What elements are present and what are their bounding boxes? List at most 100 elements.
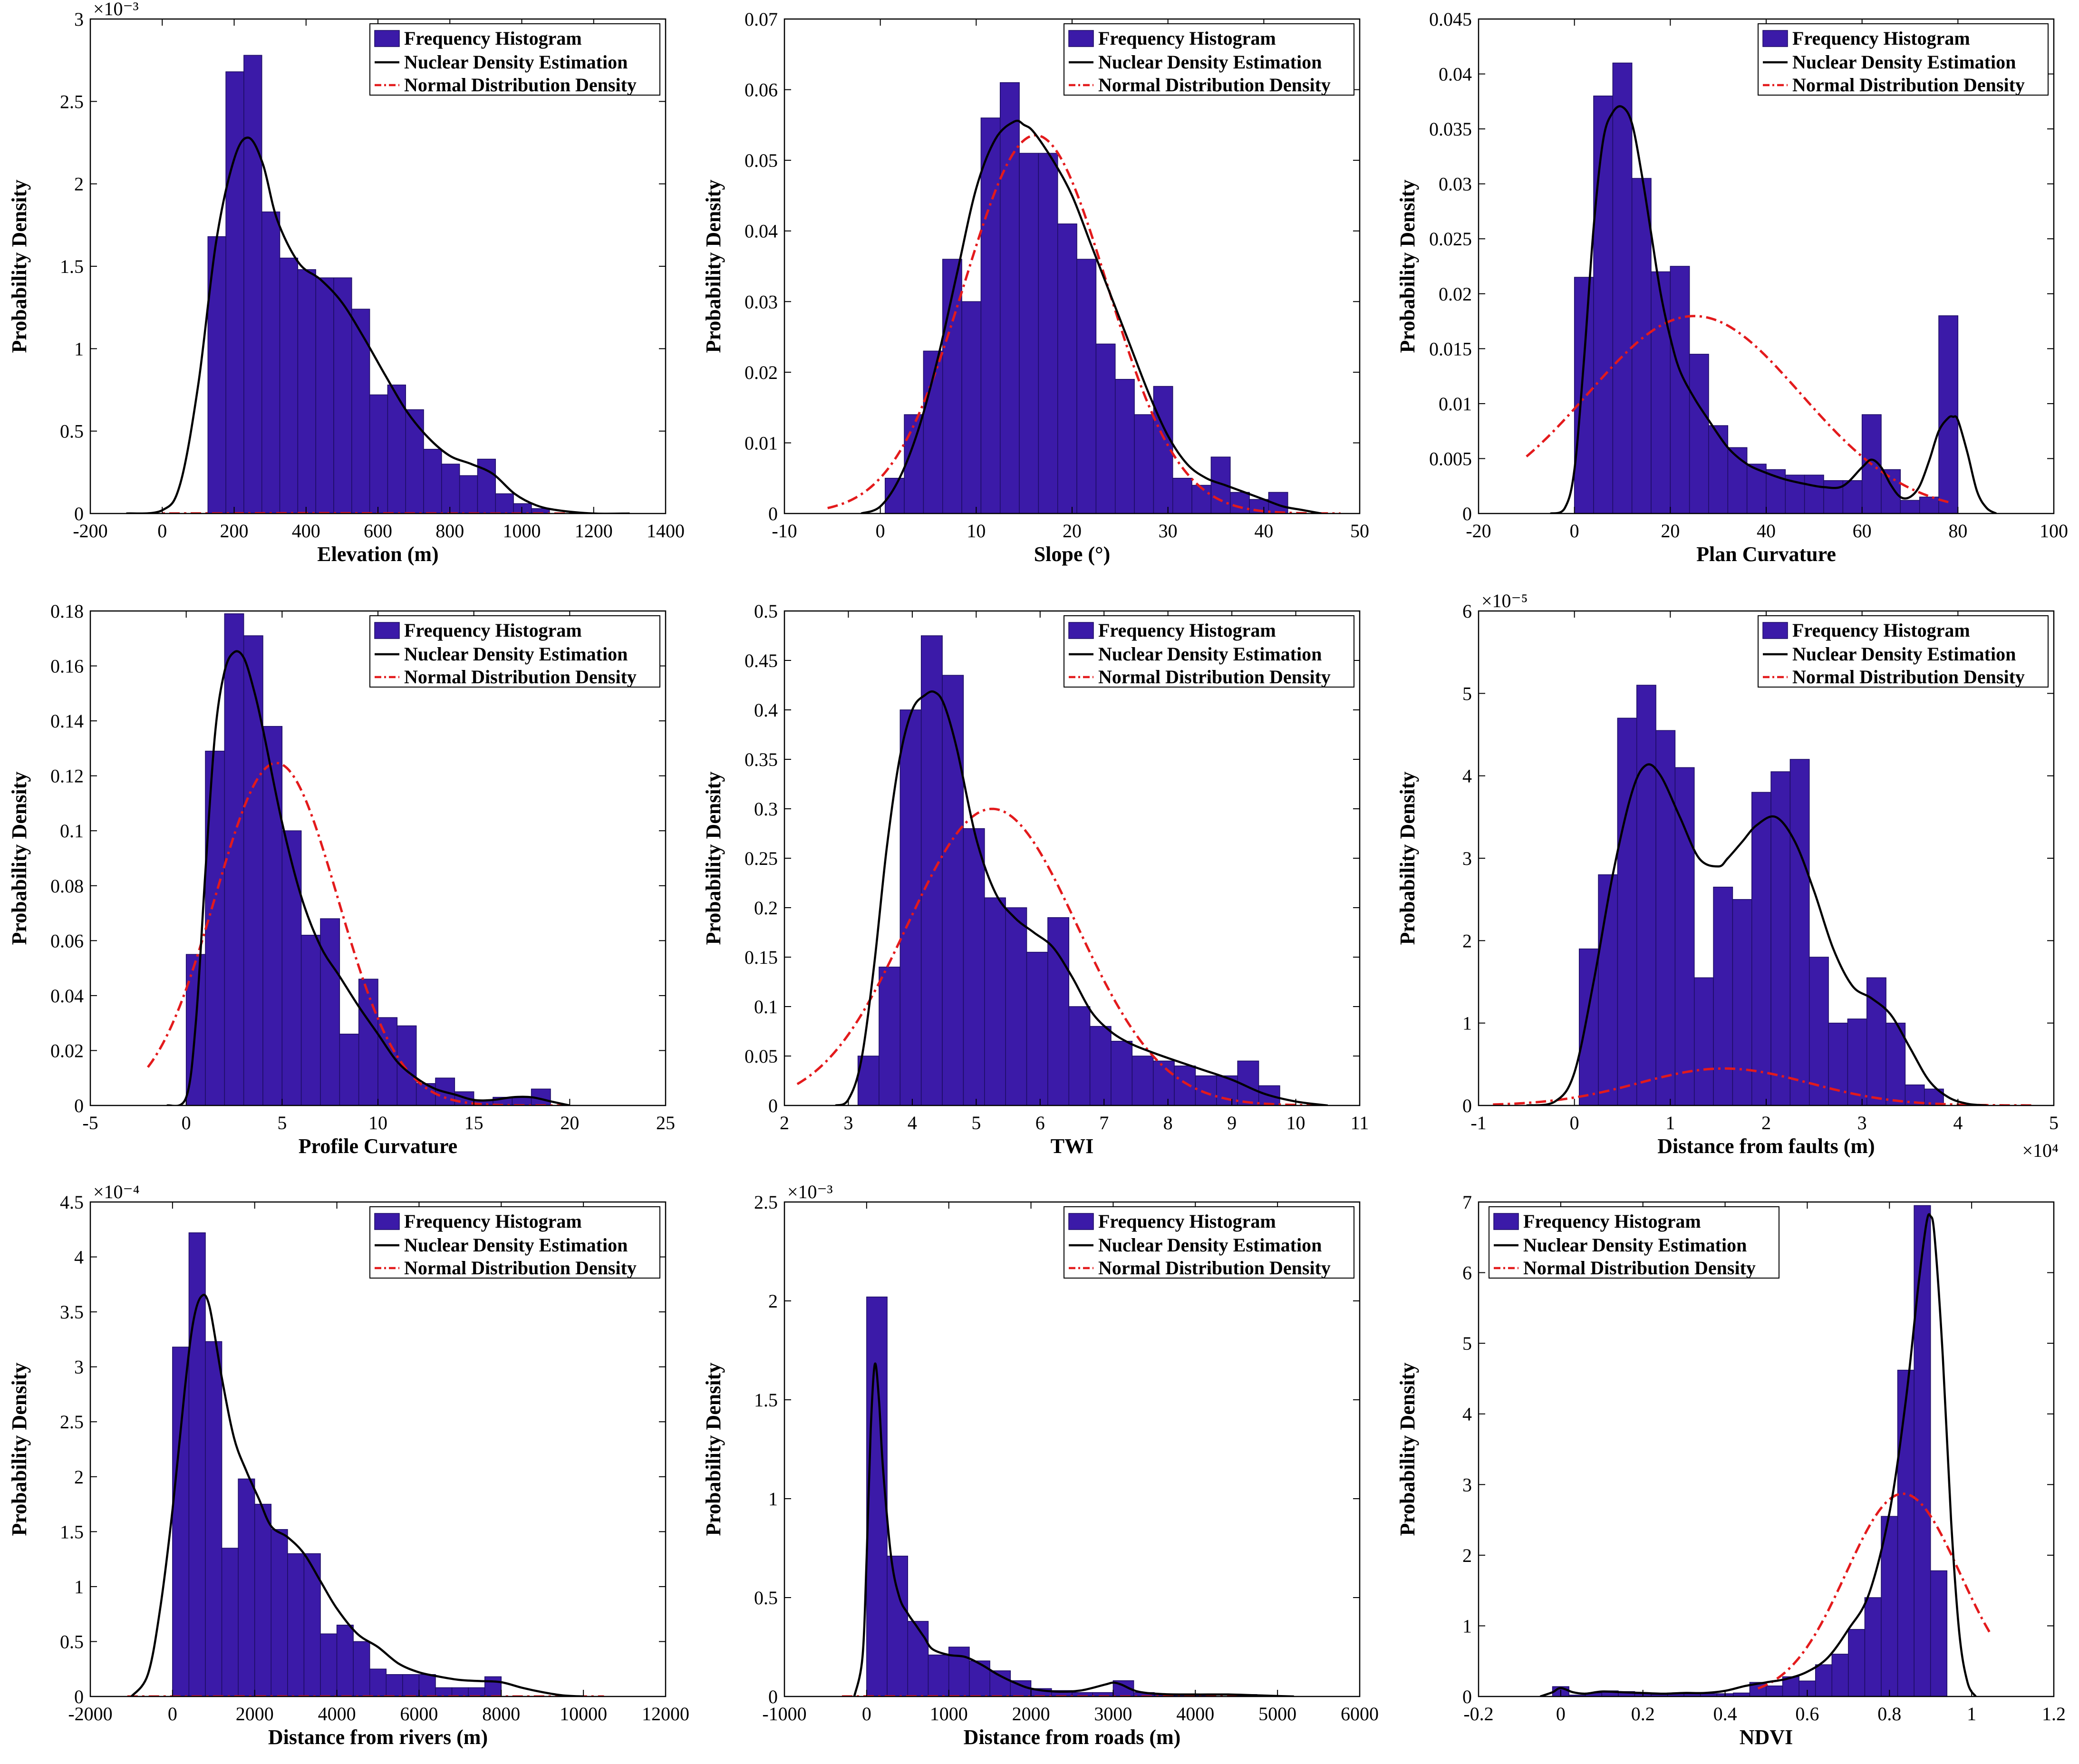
- histogram-bar: [928, 1654, 949, 1696]
- legend-box: [1758, 615, 2049, 688]
- y-axis-label: Probability Density: [8, 180, 31, 353]
- y-tick-label: 0.02: [1439, 283, 1472, 305]
- histogram-bar: [1732, 899, 1752, 1105]
- histogram-bar: [1131, 1056, 1154, 1105]
- x-tick-label: 15: [464, 1112, 483, 1134]
- x-tick-label: 80: [1948, 520, 1967, 542]
- y-tick-label: 0.04: [1439, 64, 1472, 85]
- x-tick-label: 60: [1853, 520, 1872, 542]
- histogram-bar: [1026, 951, 1048, 1105]
- y-tick-label: 0.03: [1439, 174, 1472, 195]
- histogram-bar: [287, 1553, 305, 1696]
- x-tick-label: 2: [1761, 1112, 1771, 1134]
- legend-hist-swatch: [1493, 1213, 1519, 1230]
- x-axis-label: Distance from rivers (m): [268, 1725, 488, 1749]
- histogram-bar: [315, 277, 334, 514]
- histogram-bar: [1831, 1654, 1849, 1696]
- legend-box: [1064, 1206, 1354, 1279]
- x-axis-label: Distance from roads (m): [964, 1725, 1181, 1749]
- histogram-bar: [320, 1633, 338, 1696]
- legend-box: [1064, 23, 1354, 96]
- histogram-bar: [279, 257, 299, 514]
- histogram-bar: [369, 394, 388, 514]
- plot-content: [127, 1232, 604, 1696]
- chart-panel-8: -1000 0 1000 2000 3000 4000 5000 600000.511.522…: [702, 1181, 1379, 1749]
- y-tick-label: 5: [1462, 683, 1472, 704]
- y-axis-label: Probability Density: [1396, 180, 1419, 353]
- histogram-bar: [1095, 343, 1116, 514]
- legend-hist-label: Frequency Histogram: [1523, 1211, 1701, 1232]
- y-tick-label: 0.45: [745, 650, 778, 671]
- legend-normal-label: Normal Distribution Density: [1523, 1257, 1756, 1279]
- histogram-bar: [1068, 1006, 1091, 1105]
- x-tick-label: 30: [1159, 520, 1178, 542]
- histogram-bar: [418, 1674, 436, 1696]
- histogram-bar: [300, 935, 321, 1105]
- x-tick-label: -0.2: [1463, 1703, 1493, 1725]
- normal-density-line: [1526, 315, 1949, 504]
- histogram-bar: [885, 477, 905, 514]
- histogram-bar: [353, 1641, 370, 1696]
- legend-hist-label: Frequency Histogram: [404, 1211, 582, 1232]
- histogram-bar: [468, 1687, 485, 1696]
- histogram-bar: [1919, 496, 1939, 514]
- kde-line: [130, 1294, 584, 1696]
- y-tick-label: 1.5: [60, 256, 84, 277]
- y-tick-label: 0: [768, 1686, 778, 1707]
- y-tick-label: 0.3: [754, 798, 778, 820]
- histogram-bar: [920, 635, 943, 1105]
- x-tick-label: 20: [560, 1112, 579, 1134]
- y-tick-label: 2.5: [60, 1411, 84, 1433]
- histogram-bar: [243, 635, 263, 1105]
- chart-panel-3: -20 0 20 40 60 80 10000.0050.010.0150.020.0250…: [1396, 9, 2068, 566]
- histogram-bar: [1766, 1685, 1783, 1696]
- y-tick-label: 0: [74, 1686, 84, 1707]
- y-tick-label: 2: [768, 1290, 778, 1312]
- y-tick-label: 6: [1462, 601, 1472, 622]
- y-tick-label: 1: [768, 1488, 778, 1510]
- kde-line: [861, 119, 1322, 514]
- histogram-bar: [907, 1621, 929, 1696]
- x-tick-label: 0: [1570, 1112, 1579, 1134]
- y-tick-label: 0: [1462, 503, 1472, 524]
- x-tick-label: -1000: [762, 1703, 806, 1725]
- y-tick-label: 2: [74, 1466, 84, 1488]
- x-tick-label: -1: [1470, 1112, 1486, 1134]
- legend-hist-label: Frequency Histogram: [1098, 620, 1276, 641]
- histogram-bar: [1651, 271, 1671, 514]
- x-tick-label: 10: [967, 520, 986, 542]
- histogram-bar: [1881, 469, 1901, 514]
- histogram-bar: [984, 897, 1006, 1105]
- histogram-bar: [435, 1687, 453, 1696]
- normal-density-line: [1757, 1493, 1992, 1690]
- x-tick-label: 1000: [503, 520, 541, 542]
- x-tick-label: -2000: [68, 1703, 112, 1725]
- histogram-bar: [205, 750, 225, 1105]
- x-tick-label: 0: [862, 1703, 871, 1725]
- legend-hist-label: Frequency Histogram: [1792, 28, 1970, 49]
- y-tick-label: 2: [1462, 930, 1472, 951]
- histogram-bar: [1727, 447, 1748, 514]
- legend-normal-label: Normal Distribution Density: [404, 1257, 637, 1279]
- y-axis-label: Probability Density: [702, 772, 725, 945]
- legend-kde-label: Nuclear Density Estimation: [1523, 1234, 1747, 1256]
- legend-box: [369, 1206, 660, 1279]
- y-tick-label: 0.15: [745, 947, 778, 968]
- histogram-bar: [1823, 480, 1844, 514]
- y-tick-label: 2.5: [60, 91, 84, 112]
- histogram-bar: [1076, 259, 1097, 514]
- y-axis-multiplier: ×10⁻⁴: [93, 1181, 140, 1202]
- chart-panel-1: -200 0 200 400 600 800 1000 1200 140000.511.522.…: [8, 0, 685, 566]
- axes-frame: [89, 1201, 667, 1697]
- plot-content: [827, 82, 1341, 514]
- y-tick-label: 0.07: [745, 9, 778, 30]
- x-axis-label: Elevation (m): [317, 543, 438, 566]
- y-tick-label: 0.03: [745, 291, 778, 312]
- histogram-bar: [441, 464, 460, 514]
- x-tick-label: 9: [1227, 1112, 1237, 1134]
- legend-hist-label: Frequency Histogram: [1098, 28, 1276, 49]
- x-axis-multiplier: ×10⁴: [2022, 1140, 2059, 1161]
- y-axis-label: Probability Density: [1396, 772, 1419, 945]
